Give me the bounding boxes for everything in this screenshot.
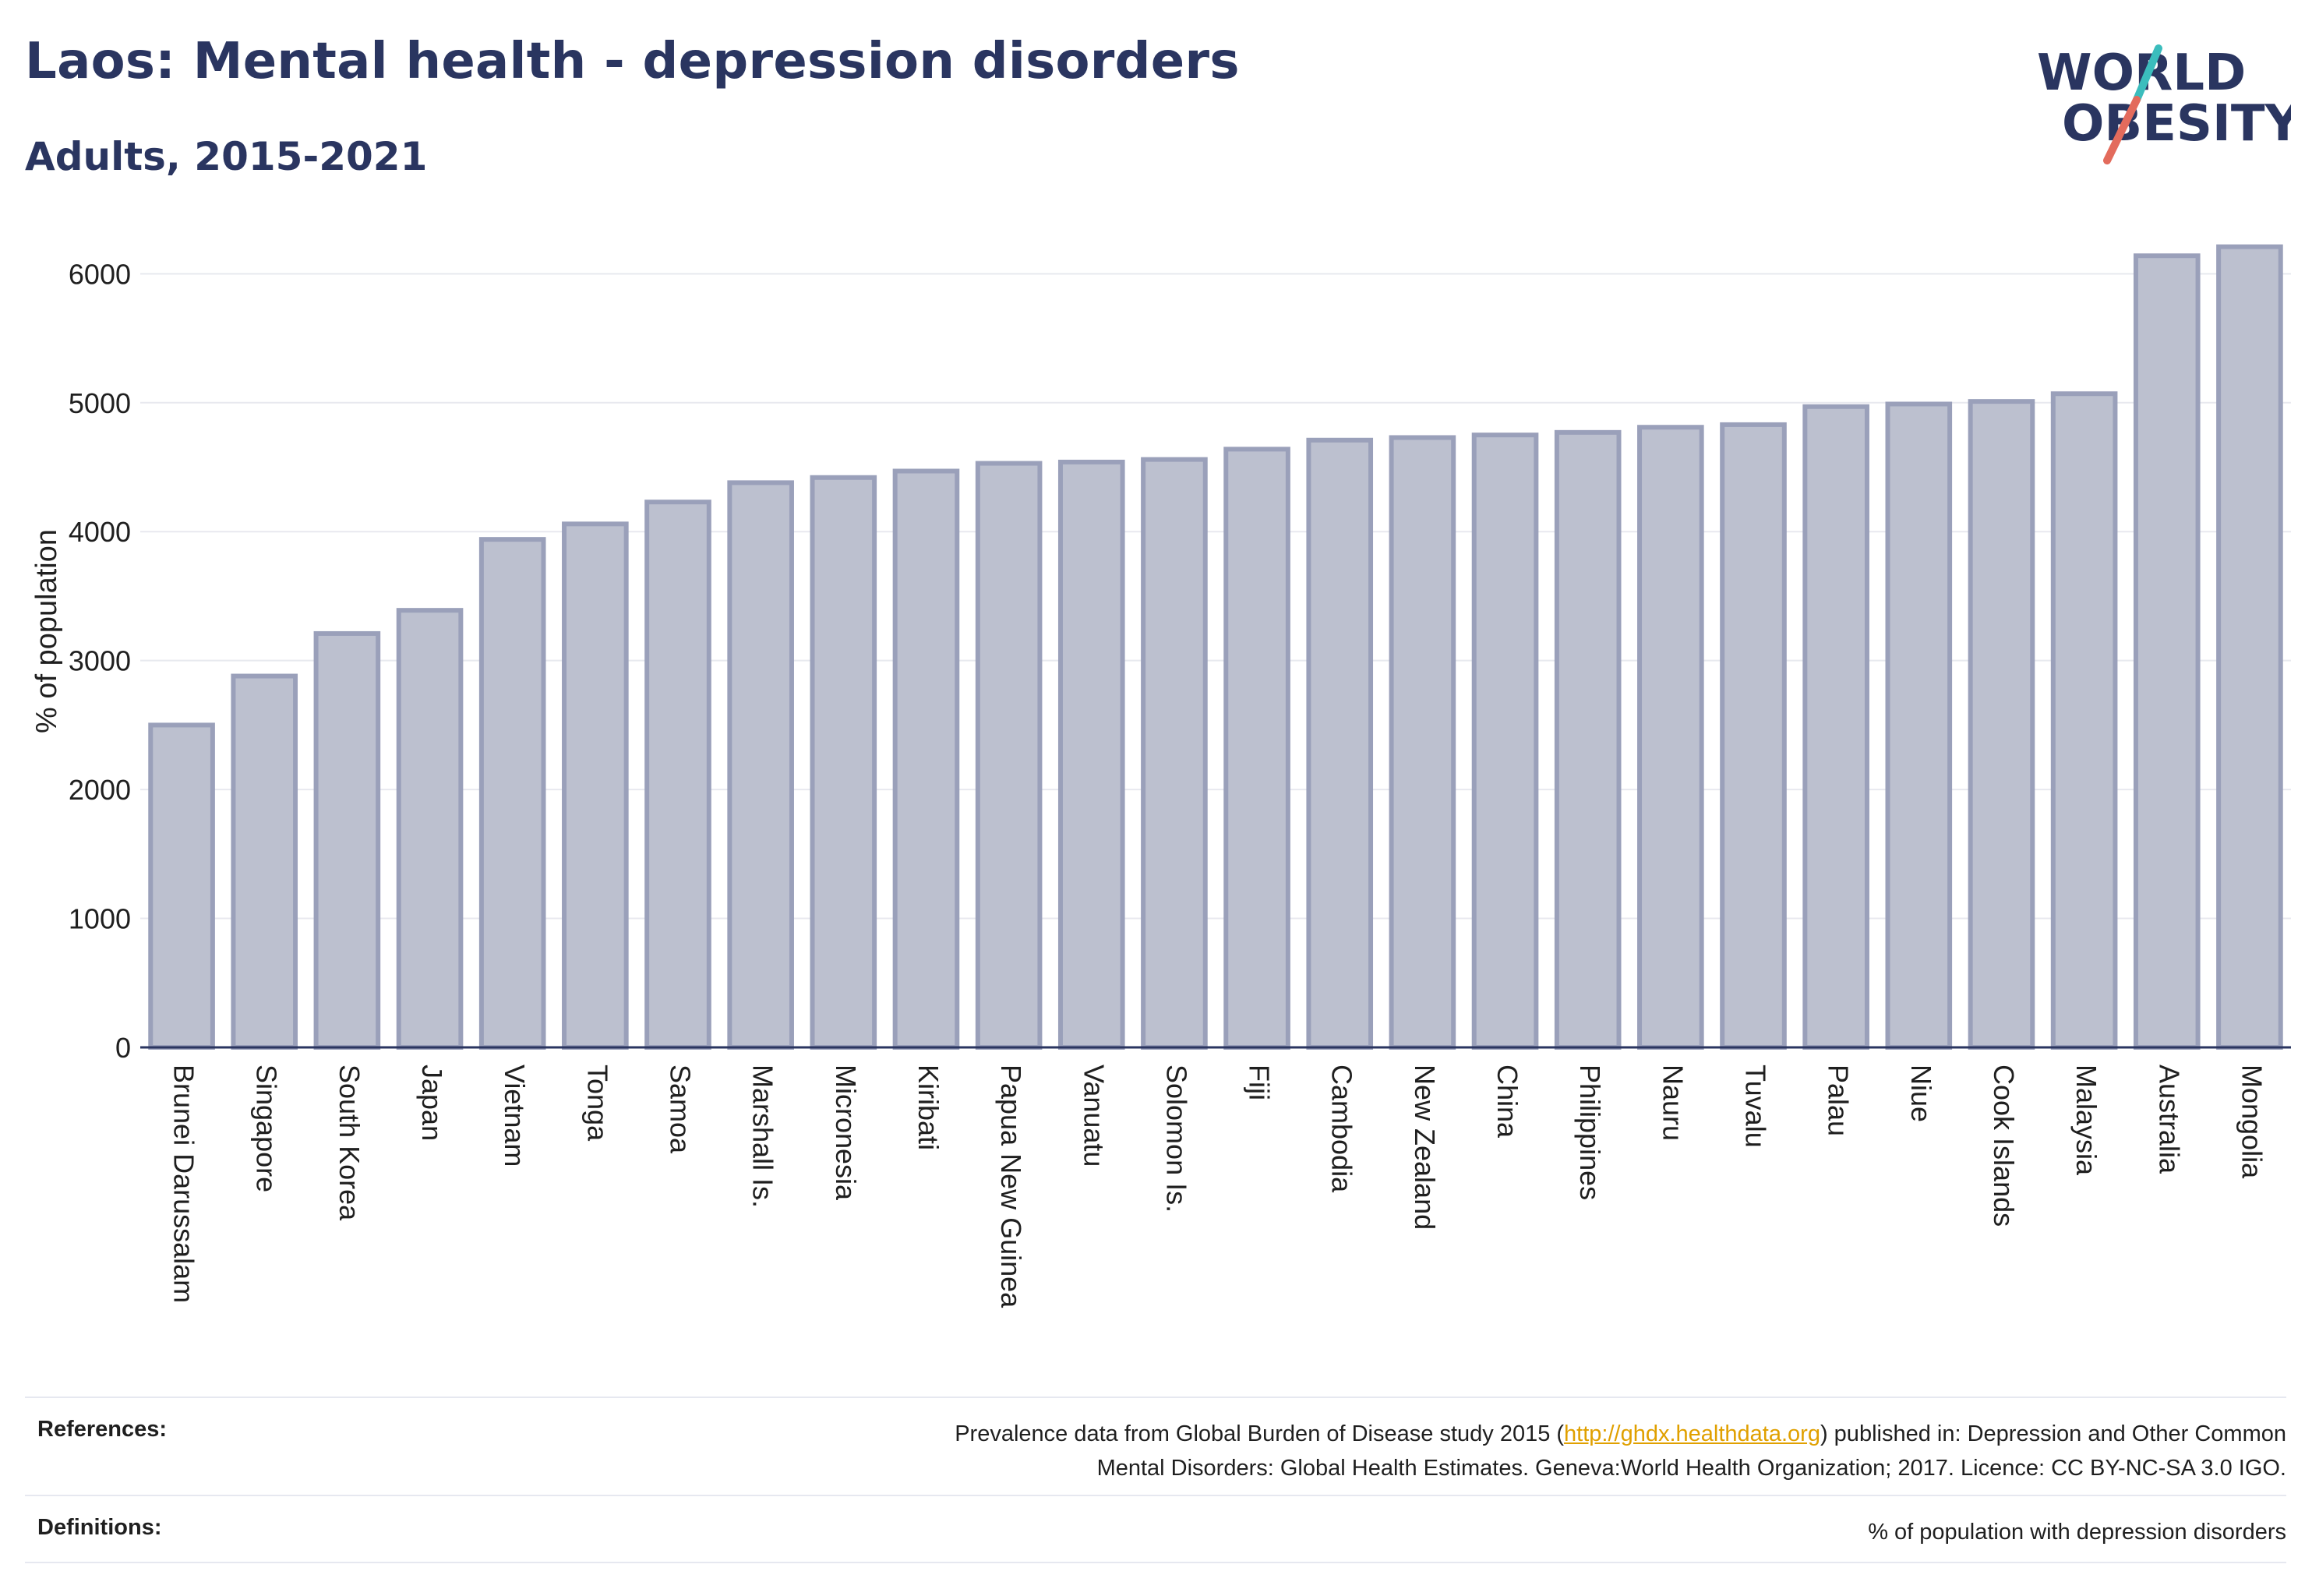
x-tick-label: Solomon Is. xyxy=(1160,1065,1192,1213)
logo-word-obesity: OBESITY xyxy=(2062,95,2291,153)
bar[interactable] xyxy=(148,722,215,1050)
references-text-line2: Mental Disorders: Global Health Estimate… xyxy=(1096,1456,2286,1481)
definitions-label: Definitions: xyxy=(37,1515,162,1540)
chart-title: Laos: Mental health - depression disorde… xyxy=(25,33,1240,90)
references-label: References: xyxy=(37,1417,168,1442)
x-tick-label: Japan xyxy=(416,1065,448,1141)
x-tick-label: Singapore xyxy=(251,1065,283,1192)
x-tick-label: New Zealand xyxy=(1409,1065,1441,1230)
bar[interactable] xyxy=(2216,244,2283,1050)
x-tick-label: Nauru xyxy=(1657,1065,1689,1141)
x-tick-label: Malaysia xyxy=(2070,1065,2102,1176)
y-tick-label: 2000 xyxy=(69,774,131,806)
x-tick-label: South Korea xyxy=(334,1065,365,1221)
y-tick-label: 3000 xyxy=(69,645,131,677)
x-tick-label: China xyxy=(1491,1065,1523,1139)
x-tick-label: Palau xyxy=(1823,1065,1855,1136)
bar[interactable] xyxy=(727,480,794,1050)
x-tick-label: Tonga xyxy=(581,1065,613,1142)
bar[interactable] xyxy=(2133,253,2201,1050)
x-tick-label: Brunei Darussalam xyxy=(168,1065,200,1303)
bar[interactable] xyxy=(313,630,381,1050)
x-tick-label: Micronesia xyxy=(830,1065,862,1201)
y-tick-label: 0 xyxy=(115,1032,131,1064)
bar[interactable] xyxy=(1720,422,1787,1050)
x-tick-label: Vanuatu xyxy=(1078,1065,1110,1167)
bar[interactable] xyxy=(1141,457,1208,1050)
x-tick-label: Cook Islands xyxy=(1988,1065,2020,1227)
bar[interactable] xyxy=(231,673,298,1050)
bar[interactable] xyxy=(644,500,711,1050)
y-tick-label: 1000 xyxy=(69,903,131,935)
y-tick-label: 4000 xyxy=(69,516,131,548)
x-tick-label: Fiji xyxy=(1244,1065,1276,1100)
chart-subtitle: Adults, 2015-2021 xyxy=(25,134,428,179)
definitions-text: % of population with depression disorder… xyxy=(1868,1520,2286,1545)
x-tick-label: Mongolia xyxy=(2236,1065,2268,1179)
x-tick-label: Philippines xyxy=(1574,1065,1606,1200)
x-tick-label: Tuvalu xyxy=(1739,1065,1771,1148)
bar[interactable] xyxy=(478,537,546,1050)
x-tick-label: Samoa xyxy=(664,1065,696,1154)
y-tick-label: 5000 xyxy=(69,387,131,419)
world-obesity-logo: WORLD OBESITY xyxy=(2037,44,2291,164)
references-row: References: Prevalence data from Global … xyxy=(25,1417,2286,1481)
x-tick-label: Vietnam xyxy=(499,1065,531,1167)
bars xyxy=(148,244,2283,1050)
bar[interactable] xyxy=(2050,391,2118,1050)
bar[interactable] xyxy=(1802,404,1869,1050)
x-tick-label: Australia xyxy=(2153,1065,2185,1174)
logo-slash-top xyxy=(2133,44,2162,104)
bar[interactable] xyxy=(975,461,1043,1050)
x-tick-label: Marshall Is. xyxy=(747,1065,779,1208)
references-link[interactable]: http://ghdx.healthdata.org xyxy=(1564,1421,1820,1446)
footer-divider-middle xyxy=(25,1495,2286,1496)
definitions-row: Definitions: % of population with depres… xyxy=(25,1515,2286,1549)
bar[interactable] xyxy=(810,475,877,1050)
bar[interactable] xyxy=(892,468,960,1050)
x-tick-label: Kiribati xyxy=(912,1065,944,1150)
bar[interactable] xyxy=(1389,435,1456,1050)
logo-slash-bottom xyxy=(2103,96,2141,164)
references-text-start: Prevalence data from Global Burden of Di… xyxy=(955,1421,1565,1446)
references-text-end: ) published in: Depression and Other Com… xyxy=(1820,1421,2286,1446)
x-tick-label: Papua New Guinea xyxy=(995,1065,1027,1308)
x-tick-label: Niue xyxy=(1905,1065,1937,1122)
bar[interactable] xyxy=(1968,399,2035,1050)
axes: 0 1000 2000 3000 4000 5000 6000 Brunei Darussal… xyxy=(69,258,2291,1308)
bar[interactable] xyxy=(1306,437,1374,1050)
bar[interactable] xyxy=(396,608,464,1050)
references-text: Prevalence data from Global Burden of Di… xyxy=(650,1417,2286,1485)
bar[interactable] xyxy=(1885,401,1953,1050)
x-tick-label: Cambodia xyxy=(1326,1065,1358,1193)
bar[interactable] xyxy=(1554,429,1622,1050)
bar[interactable] xyxy=(1057,459,1125,1050)
bar[interactable] xyxy=(1471,433,1539,1050)
y-axis-label: % of population xyxy=(30,529,63,733)
footer-divider-top xyxy=(25,1396,2286,1398)
footer-divider-bottom xyxy=(25,1562,2286,1563)
bar-chart: 0 1000 2000 3000 4000 5000 6000 Brunei Darussal… xyxy=(30,244,2291,1308)
bar[interactable] xyxy=(1637,425,1704,1050)
bar[interactable] xyxy=(562,521,629,1050)
bar[interactable] xyxy=(1223,447,1290,1050)
y-tick-label: 6000 xyxy=(69,258,131,290)
